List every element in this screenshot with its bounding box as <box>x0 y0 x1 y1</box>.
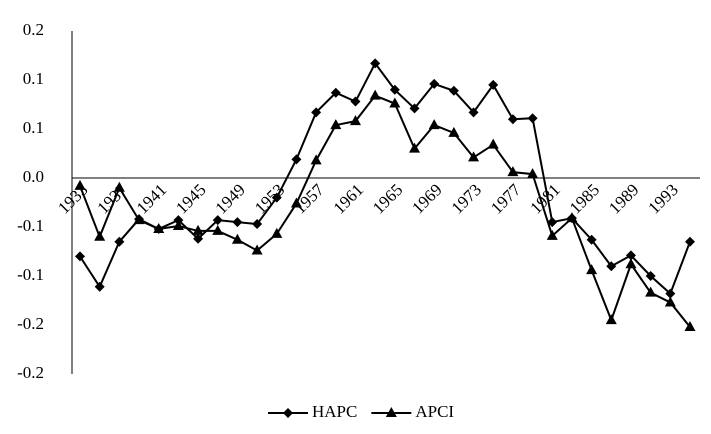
point-marker <box>468 151 480 162</box>
point-marker <box>251 244 263 255</box>
point-marker <box>546 229 558 240</box>
point-marker <box>448 85 459 96</box>
point-marker <box>605 314 617 325</box>
point-marker <box>389 84 400 95</box>
point-marker <box>409 142 421 153</box>
x-tick-label: 1961 <box>330 180 367 217</box>
point-marker <box>488 79 499 90</box>
point-marker <box>685 236 695 247</box>
point-marker <box>586 264 598 275</box>
point-marker <box>290 197 302 208</box>
point-marker <box>113 181 125 192</box>
point-marker <box>547 217 558 228</box>
x-tick-label: 1945 <box>172 180 209 217</box>
x-tick-label: 1989 <box>605 180 642 217</box>
point-marker <box>664 296 676 307</box>
y-tick-label: -0.2 <box>17 314 44 333</box>
point-marker <box>94 281 105 292</box>
point-marker <box>330 119 342 130</box>
series-line <box>79 61 691 296</box>
point-marker <box>212 224 224 235</box>
y-tick-label: 0.2 <box>23 20 44 39</box>
point-marker <box>350 96 361 107</box>
point-marker <box>231 233 243 244</box>
y-tick-label: -0.1 <box>17 265 44 284</box>
x-tick-label: 1977 <box>487 180 525 218</box>
point-marker <box>684 320 696 331</box>
point-marker <box>271 227 283 238</box>
point-marker <box>311 107 322 118</box>
point-marker <box>507 114 518 125</box>
legend-label: APCI <box>415 402 454 421</box>
point-marker <box>606 261 617 272</box>
y-tick-label: 0.1 <box>23 69 44 88</box>
point-marker <box>330 87 341 98</box>
y-tick-label: 0.1 <box>23 118 44 137</box>
point-marker <box>645 286 657 297</box>
point-marker <box>133 214 145 225</box>
point-marker <box>114 236 125 247</box>
point-marker <box>586 234 597 245</box>
point-marker <box>625 250 636 261</box>
y-tick-label: -0.1 <box>17 216 44 235</box>
point-marker <box>487 138 499 149</box>
point-marker <box>291 154 302 165</box>
x-tick-label: 1969 <box>408 180 445 217</box>
point-marker <box>645 271 656 281</box>
y-tick-label: 0.0 <box>23 167 44 186</box>
point-marker <box>527 168 539 179</box>
point-marker <box>665 288 676 299</box>
legend-marker <box>283 408 293 418</box>
point-marker <box>409 103 420 114</box>
x-tick-label: 1973 <box>448 180 485 217</box>
x-tick-label: 1993 <box>644 180 681 217</box>
point-marker <box>369 89 381 100</box>
point-marker <box>625 258 637 269</box>
legend-marker <box>385 407 397 417</box>
x-tick-label: 1985 <box>566 180 603 217</box>
x-tick-label: 1965 <box>369 180 406 217</box>
point-marker <box>566 212 578 223</box>
y-tick-label: -0.2 <box>17 363 44 382</box>
point-marker <box>448 126 460 137</box>
point-marker <box>75 251 85 262</box>
point-marker <box>74 179 86 190</box>
point-marker <box>172 220 184 231</box>
point-marker <box>370 58 381 69</box>
point-marker <box>428 119 440 130</box>
x-tick-label: 1941 <box>133 180 170 217</box>
point-marker <box>527 113 538 124</box>
legend-label: HAPC <box>312 402 357 421</box>
point-marker <box>153 222 165 233</box>
point-marker <box>310 154 322 165</box>
point-marker <box>94 230 106 241</box>
point-marker <box>468 107 479 118</box>
point-marker <box>192 224 204 235</box>
point-marker <box>271 192 282 203</box>
point-marker <box>349 115 361 126</box>
point-marker <box>193 233 204 244</box>
point-marker <box>389 97 401 108</box>
point-marker <box>232 217 243 228</box>
point-marker <box>212 215 223 226</box>
x-tick-label: 1949 <box>212 180 249 217</box>
point-marker <box>507 166 519 177</box>
point-marker <box>252 219 263 230</box>
point-marker <box>429 78 440 89</box>
